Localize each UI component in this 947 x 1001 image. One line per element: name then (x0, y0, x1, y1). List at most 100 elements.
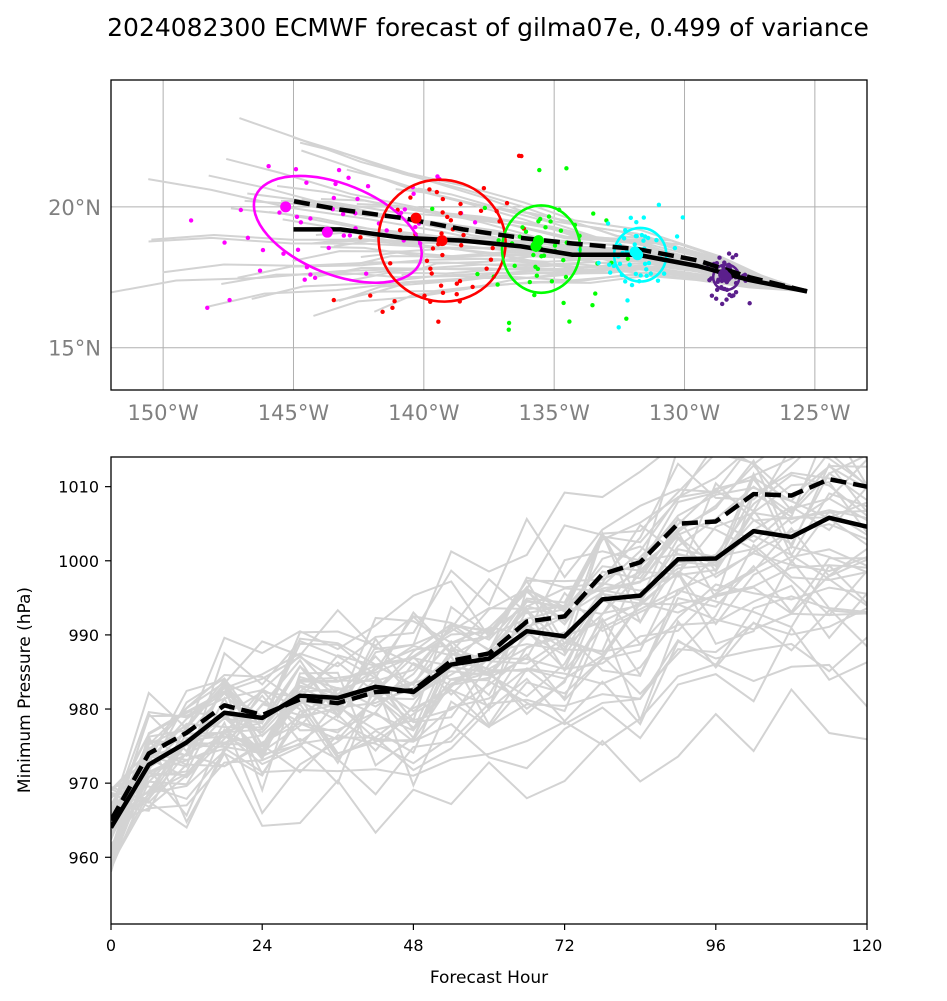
member-position-dot (715, 279, 720, 285)
x-tick-label: 0 (106, 936, 116, 955)
member-position-dot (427, 187, 432, 192)
member-position-dot (472, 220, 478, 225)
member-position-dot (527, 279, 533, 285)
map-lon-tick-label: 130°W (649, 401, 721, 425)
dashed-track-position-marker (718, 268, 730, 280)
member-position-dot (312, 275, 318, 281)
member-position-dot (707, 277, 712, 283)
member-position-dot (397, 228, 403, 233)
member-position-dot (430, 206, 435, 211)
ensemble-pressure-line (111, 552, 867, 831)
member-position-dot (661, 271, 667, 276)
member-position-dot (537, 167, 542, 173)
member-position-dot (730, 255, 735, 260)
member-position-dot (747, 301, 752, 306)
dashed-mean-pressure (111, 476, 867, 822)
y-tick-label: 970 (68, 774, 99, 793)
member-position-dot (490, 245, 495, 251)
member-position-dot (633, 233, 639, 239)
member-position-dot (205, 305, 210, 310)
member-position-dot (461, 232, 466, 238)
member-position-dot (390, 305, 395, 311)
member-position-dot (429, 271, 434, 276)
member-position-dot (458, 210, 463, 216)
member-position-dot (365, 184, 371, 189)
member-position-dot (733, 289, 739, 295)
member-position-dot (646, 260, 652, 266)
map-lat-tick-label: 15°N (48, 337, 101, 361)
member-position-dot (621, 236, 627, 241)
member-position-dot (478, 208, 484, 213)
member-position-dot (607, 270, 613, 275)
member-position-dot (413, 224, 418, 230)
member-position-dot (326, 245, 331, 251)
member-position-dot (644, 273, 649, 279)
map-lon-tick-label: 125°W (779, 401, 851, 425)
ensemble-pressure-line (111, 457, 867, 806)
member-position-dot (340, 211, 346, 217)
member-position-dot (496, 238, 501, 243)
member-position-dot (454, 281, 460, 286)
member-position-dot (484, 266, 489, 271)
y-tick-label: 990 (68, 626, 99, 645)
member-position-dot (724, 297, 729, 302)
member-position-dot (536, 219, 541, 224)
x-tick-label: 120 (852, 936, 883, 955)
member-position-dot (440, 252, 445, 258)
map-lat-tick-label: 20°N (48, 196, 101, 220)
member-position-dot (436, 319, 441, 324)
map-lon-tick-label: 140°W (388, 401, 460, 425)
member-position-dot (336, 167, 342, 173)
member-position-dot (541, 253, 547, 258)
y-tick-label: 980 (68, 700, 99, 719)
member-position-dot (593, 291, 598, 296)
member-position-dot (561, 257, 566, 263)
member-position-dot (516, 153, 522, 158)
pressure-ticks: 0 24 48 72 96 120 960 970 980 990 1000 1010 (58, 478, 882, 955)
y-tick-label: 960 (68, 848, 99, 867)
ensemble-pressure-line (111, 526, 867, 840)
map-tick-labels: 150°W 145°W 140°W 135°W 130°W 125°W 15°N 20°N (48, 196, 851, 425)
ensemble-track (417, 187, 808, 293)
member-position-dot (632, 242, 637, 247)
member-position-dot (481, 186, 487, 191)
member-position-dot (475, 271, 480, 277)
member-position-dot (424, 258, 430, 264)
member-position-dot (355, 196, 360, 202)
ensemble-pressure-line (111, 481, 867, 814)
member-position-dot (266, 163, 271, 169)
member-position-dot (624, 316, 629, 321)
member-position-dot (656, 202, 662, 208)
member-position-dot (430, 246, 436, 251)
member-position-dot (333, 181, 338, 187)
member-position-dot (222, 240, 227, 245)
member-position-dot (672, 245, 678, 251)
member-position-dot (517, 234, 523, 239)
map-lon-tick-label: 135°W (518, 401, 590, 425)
member-position-dot (440, 290, 446, 296)
member-position-dot (488, 257, 494, 262)
member-position-dot (629, 282, 635, 288)
member-position-dot (495, 282, 500, 287)
member-position-dot (534, 273, 540, 278)
solid-track-position-marker (321, 226, 333, 238)
member-position-dot (625, 256, 631, 261)
member-position-dot (411, 191, 416, 196)
member-position-dot (590, 303, 595, 308)
member-position-dot (627, 262, 632, 267)
member-position-dot (733, 252, 739, 258)
member-position-dot (428, 266, 433, 271)
member-position-dot (552, 243, 558, 248)
member-position-dot (717, 255, 722, 260)
ensemble-pressure-line (111, 626, 867, 870)
ensemble-pressure-line (111, 663, 867, 829)
map-gridlines (111, 80, 867, 390)
member-position-dot (257, 268, 263, 273)
member-position-dot (439, 231, 444, 236)
member-position-dot (607, 262, 612, 267)
member-position-dot (277, 210, 282, 215)
member-position-dot (422, 293, 427, 298)
ensemble-pressure-line (111, 583, 867, 872)
member-position-dot (625, 298, 630, 303)
member-position-dot (295, 247, 301, 253)
